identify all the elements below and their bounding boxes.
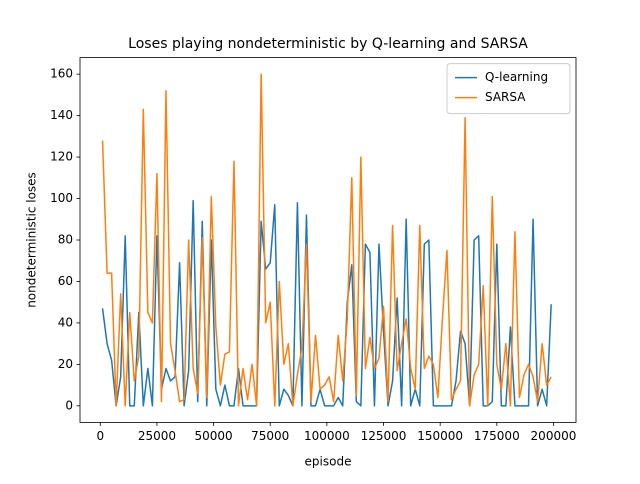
x-tick-label: 50000 — [194, 429, 232, 443]
y-tick-label: 60 — [58, 274, 73, 288]
x-tick-label: 100000 — [304, 429, 350, 443]
line-series — [101, 199, 552, 407]
legend-label: Q-learning — [485, 70, 548, 84]
legend-label: SARSA — [485, 90, 526, 104]
x-tick-label: 125000 — [361, 429, 407, 443]
x-tick-label: 150000 — [417, 429, 463, 443]
y-tick-label: 140 — [50, 108, 73, 122]
x-tick-label: 75000 — [251, 429, 289, 443]
y-tick-label: 100 — [50, 191, 73, 205]
x-tick-label: 200000 — [531, 429, 577, 443]
y-axis-label: nondeterministic loses — [25, 172, 39, 308]
y-tick-label: 0 — [65, 398, 73, 412]
line-series — [101, 73, 552, 407]
x-tick-label: 25000 — [138, 429, 176, 443]
x-tick-label: 175000 — [474, 429, 520, 443]
x-axis-label: episode — [305, 455, 352, 469]
y-tick-label: 20 — [58, 357, 73, 371]
y-tick-label: 80 — [58, 233, 73, 247]
chart-title: Loses playing nondeterministic by Q-lear… — [128, 36, 528, 52]
y-tick-label: 160 — [50, 67, 73, 81]
x-tick-label: 0 — [96, 429, 104, 443]
legend-box — [446, 63, 571, 115]
y-tick-label: 120 — [50, 150, 73, 164]
y-tick-label: 40 — [58, 315, 73, 329]
